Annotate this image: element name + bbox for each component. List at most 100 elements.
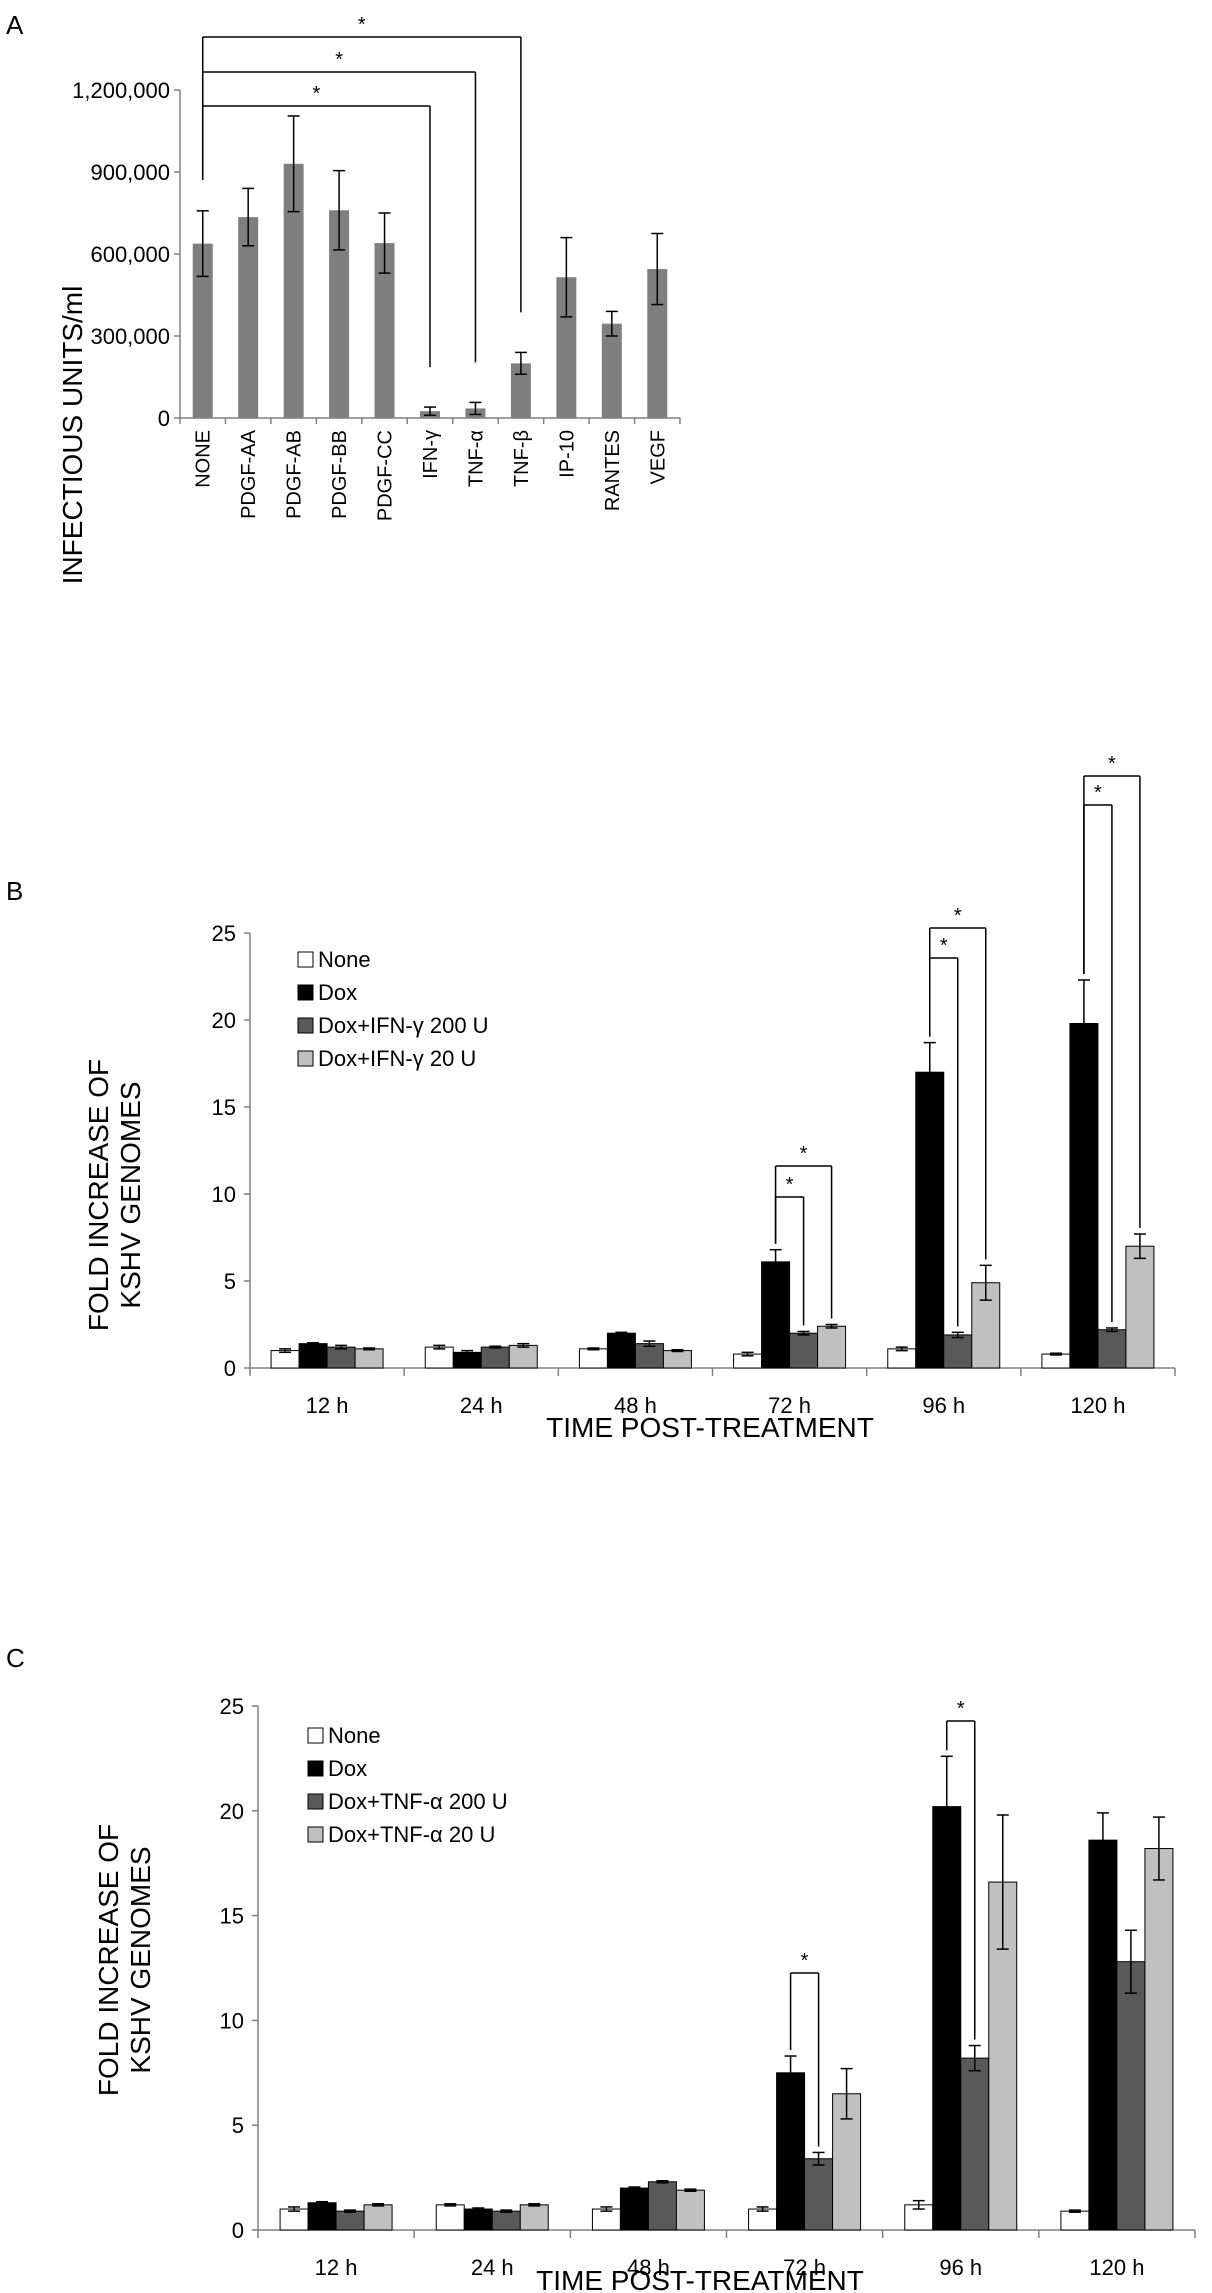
panel-a-bar xyxy=(556,277,577,418)
bar xyxy=(606,1332,636,1369)
bar xyxy=(298,1343,328,1369)
bar xyxy=(675,2189,705,2231)
bar xyxy=(960,2057,990,2231)
bar xyxy=(508,1344,538,1369)
panel-c-y-axis-label-line1: FOLD INCREASE OF xyxy=(93,1824,124,2096)
legend-swatch xyxy=(297,984,314,1001)
x-category-label: 48 h xyxy=(627,2255,670,2280)
panel-a-category-label: IFN-γ xyxy=(420,430,442,479)
panel-a-category-label: PDGF-CC xyxy=(375,430,397,521)
legend-entry-label: Dox+IFN-γ 200 U xyxy=(318,1013,489,1038)
bar xyxy=(326,1346,356,1369)
significance-asterisk: * xyxy=(801,1950,809,1972)
bar xyxy=(647,2181,677,2231)
significance-asterisk: * xyxy=(1094,782,1102,804)
bar xyxy=(943,1334,973,1369)
legend-swatch xyxy=(307,1826,324,1843)
bar xyxy=(1116,1961,1146,2231)
panel-a-bar xyxy=(238,217,259,418)
bar xyxy=(1069,1022,1099,1369)
y-tick-label: 10 xyxy=(212,1182,236,1207)
bar xyxy=(804,2158,834,2231)
panel-b-y-axis-label-line2: KSHV GENOMES xyxy=(115,1081,146,1308)
significance-asterisk: * xyxy=(957,1698,965,1720)
panel-a-letter: A xyxy=(6,10,24,40)
panel-a-chart: 0 300,000 600,000 900,000 1,200,000 NONE PDGF-… xyxy=(72,14,681,521)
bar xyxy=(480,1346,510,1369)
bar xyxy=(748,2208,778,2231)
legend-swatch xyxy=(307,1793,324,1810)
bar xyxy=(1125,1245,1155,1369)
bar xyxy=(1060,2210,1090,2231)
y-tick-label: 20 xyxy=(220,1799,244,1824)
panel-a-category-label: NONE xyxy=(193,430,215,488)
bar xyxy=(270,1350,300,1369)
x-category-label: 120 h xyxy=(1070,1393,1125,1418)
panel-a-bar xyxy=(374,243,395,418)
significance-asterisk: * xyxy=(940,935,948,957)
bar xyxy=(662,1350,692,1369)
panel-a-bar xyxy=(601,323,622,418)
x-category-label: 120 h xyxy=(1089,2255,1144,2280)
panel-a-category-label: PDGF-BB xyxy=(329,430,351,519)
panel-a-category-label: TNF-α xyxy=(465,430,487,487)
significance-asterisk: * xyxy=(786,1174,794,1196)
y-tick-label: 0 xyxy=(224,1356,236,1381)
y-tick-label: 20 xyxy=(212,1008,236,1033)
panel-a-category-label: RANTES xyxy=(602,430,624,511)
x-category-label: 12 h xyxy=(306,1393,349,1418)
panel-a-bar xyxy=(192,243,213,418)
panel-a-y-tick-label: 0 xyxy=(158,406,170,431)
y-tick-label: 25 xyxy=(212,921,236,946)
y-tick-label: 25 xyxy=(220,1694,244,1719)
bar xyxy=(1088,1839,1118,2231)
panel-a-significance-asterisk: * xyxy=(335,49,343,71)
x-category-label: 12 h xyxy=(315,2255,358,2280)
panel-a-category-label: IP-10 xyxy=(556,430,578,478)
x-category-label: 48 h xyxy=(614,1393,657,1418)
bar xyxy=(519,2204,549,2231)
bar xyxy=(887,1348,917,1369)
bar xyxy=(435,2204,465,2231)
y-tick-label: 5 xyxy=(224,1269,236,1294)
bar xyxy=(776,2072,806,2231)
x-category-label: 72 h xyxy=(783,2255,826,2280)
bar xyxy=(335,2210,365,2231)
legend-entry-label: Dox xyxy=(328,1756,367,1781)
legend-swatch xyxy=(297,1017,314,1034)
panel-a-y-tick-label: 1,200,000 xyxy=(72,78,170,103)
legend-entry-label: Dox+IFN-γ 20 U xyxy=(318,1046,476,1071)
legend-swatch xyxy=(307,1727,324,1744)
x-category-label: 24 h xyxy=(471,2255,514,2280)
panel-c-x-axis-label: TIME POST-TREATMENT xyxy=(536,2265,864,2293)
bar xyxy=(619,2187,649,2231)
legend-swatch xyxy=(307,1760,324,1777)
panel-c-chart: 0 5 10 15 20 25 12 h 24 h 48 h 72 h 96 h 120 h None D… xyxy=(220,1694,1196,2280)
bar xyxy=(817,1325,847,1369)
panel-a-bar xyxy=(283,163,304,418)
bar xyxy=(279,2208,309,2231)
panel-a-category-label: VEGF xyxy=(647,430,669,484)
legend-entry-label: None xyxy=(318,947,371,972)
y-tick-label: 5 xyxy=(232,2113,244,2138)
y-tick-label: 15 xyxy=(220,1904,244,1929)
y-tick-label: 10 xyxy=(220,2008,244,2033)
bar xyxy=(1041,1353,1071,1369)
bar xyxy=(354,1348,384,1369)
x-category-label: 96 h xyxy=(939,2255,982,2280)
panel-a-significance-asterisk: * xyxy=(312,83,320,105)
legend-entry-label: Dox+TNF-α 20 U xyxy=(328,1822,495,1847)
panel-a-y-axis-label: INFECTIOUS UNITS/ml xyxy=(57,286,88,585)
bar xyxy=(1097,1329,1127,1369)
panel-b-letter: B xyxy=(6,876,23,906)
panel-a-category-label: PDGF-AA xyxy=(238,429,260,519)
significance-asterisk: * xyxy=(954,905,962,927)
panel-a-significance-asterisk: * xyxy=(358,14,366,36)
legend-swatch xyxy=(297,951,314,968)
legend-entry-label: Dox+TNF-α 200 U xyxy=(328,1789,508,1814)
panel-c-y-axis-label-line2: KSHV GENOMES xyxy=(125,1846,156,2073)
panel-b-x-axis-label: TIME POST-TREATMENT xyxy=(546,1412,874,1443)
legend-entry-label: None xyxy=(328,1723,381,1748)
significance-asterisk: * xyxy=(1108,753,1116,775)
